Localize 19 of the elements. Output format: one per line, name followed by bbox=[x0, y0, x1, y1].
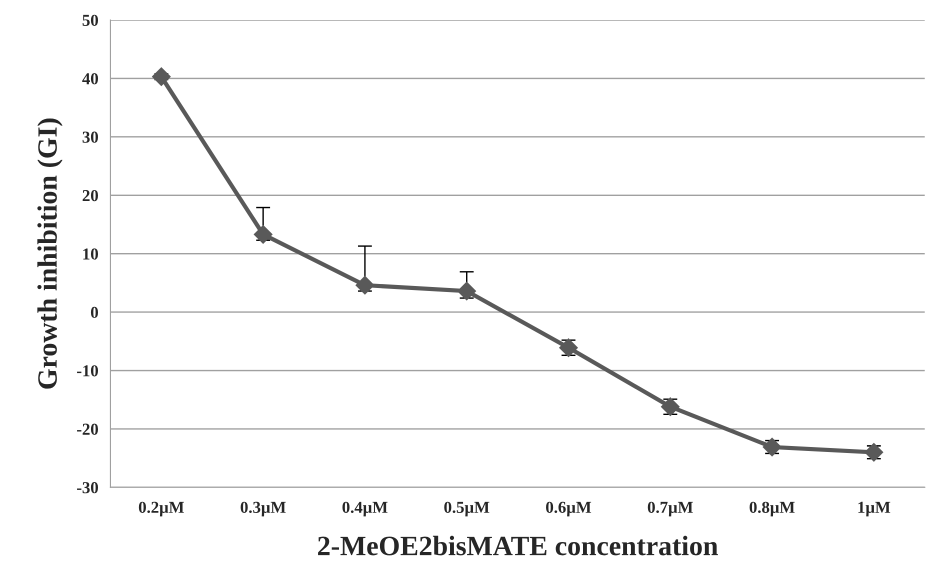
y-tick-label: -30 bbox=[77, 482, 98, 494]
x-tick-label: 0.3µM bbox=[240, 502, 286, 516]
y-tick-label: -20 bbox=[77, 424, 98, 435]
y-tick-label: 30 bbox=[82, 132, 98, 143]
y-tick-label: 20 bbox=[82, 190, 98, 202]
y-tick-label: -10 bbox=[77, 365, 98, 376]
y-tick-label: 10 bbox=[83, 248, 98, 260]
x-tick-label: 0.6µM bbox=[546, 502, 592, 516]
y-tick-label: 40 bbox=[82, 73, 98, 84]
x-tick-label: 0.7µM bbox=[648, 502, 693, 516]
x-axis-title: 2-MeOE2bisMATE concentration bbox=[318, 536, 718, 556]
y-tick-label: 0 bbox=[90, 306, 98, 318]
x-tick-label: 0.2µM bbox=[138, 502, 184, 516]
x-tick-label: 0.5µM bbox=[444, 502, 490, 516]
x-tick-label: 0.8µM bbox=[750, 502, 795, 516]
x-tick-label: 0.4µM bbox=[342, 502, 388, 516]
x-tick-label: 1µM bbox=[858, 502, 890, 516]
y-axis-title: Growth inhibition (GI) bbox=[37, 118, 63, 389]
y-tick-label: 50 bbox=[82, 14, 98, 26]
